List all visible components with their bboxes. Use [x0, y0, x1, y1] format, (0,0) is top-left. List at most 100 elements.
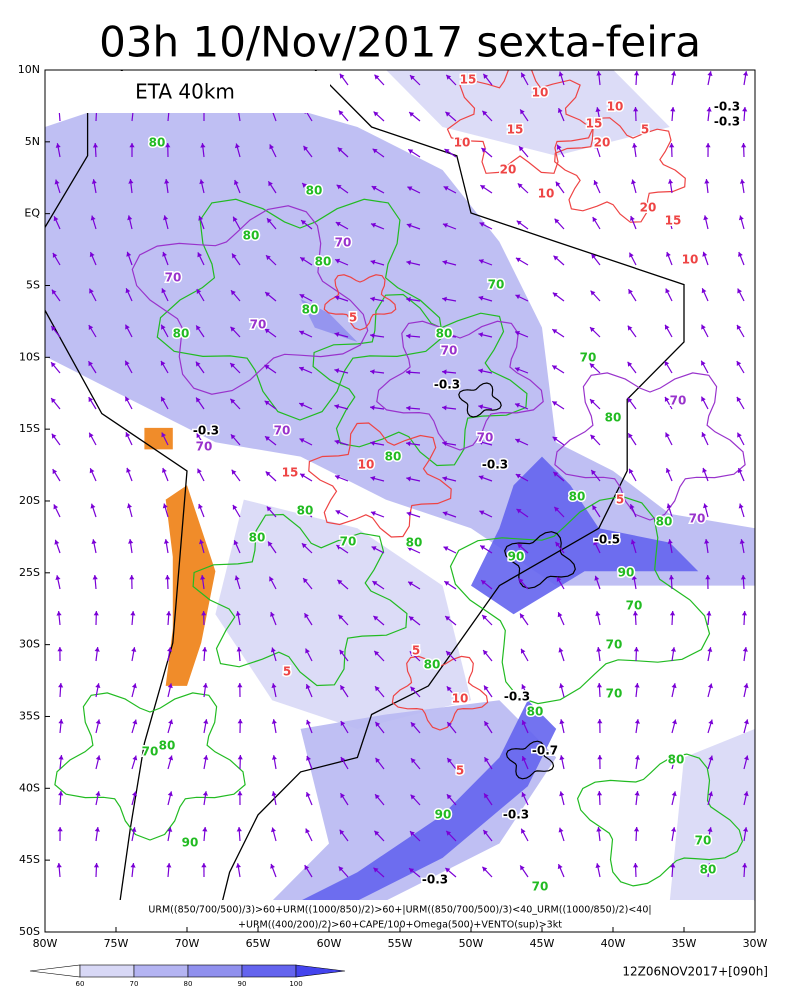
contour-label: -0.3: [193, 424, 219, 438]
contour-label: 10: [454, 136, 471, 150]
contour-label: 80: [424, 658, 441, 672]
contour-label: 5: [456, 764, 464, 778]
contour-label: 10: [682, 253, 699, 267]
contour-label: 20: [594, 136, 611, 150]
contour-label: 15: [665, 214, 682, 228]
contour-label: 15: [460, 73, 477, 87]
contour-label: 70: [606, 687, 623, 701]
contour-label: 70: [488, 278, 505, 292]
contour-label: 70: [606, 638, 623, 652]
lon-label: 75W: [104, 937, 129, 950]
contour-label: 15: [507, 123, 524, 137]
contour-label: -0.5: [594, 533, 620, 547]
contour-label: 80: [668, 753, 685, 767]
colorbar-label: 60: [76, 980, 85, 988]
contour-label: 10: [538, 187, 555, 201]
colorbar-segment: [242, 965, 296, 977]
lat-label: 35S: [19, 709, 40, 722]
contour-label: 70: [580, 351, 597, 365]
formula-line: URM((850/700/500)/3)>60+URM((1000/850)/2…: [148, 905, 651, 916]
contour-label: 5: [349, 311, 357, 325]
contour-label: 70: [695, 834, 712, 848]
lat-label: 10S: [19, 350, 40, 363]
contour-label: 80: [569, 490, 586, 504]
contour-label: 70: [689, 512, 706, 526]
lat-label: EQ: [24, 207, 40, 220]
contour-label: 70: [532, 880, 549, 894]
contour-label: 70: [142, 745, 159, 759]
timestamp: 12Z06NOV2017+[090h]: [622, 965, 768, 979]
lon-label: 55W: [388, 937, 413, 950]
lat-label: 30S: [19, 638, 40, 651]
lat-label: 45S: [19, 853, 40, 866]
lat-label: 5N: [25, 135, 40, 148]
lon-label: 70W: [175, 937, 200, 950]
contour-label: 80: [605, 411, 622, 425]
contour-label: -0.3: [714, 115, 740, 129]
contour-label: 70: [274, 424, 291, 438]
lon-label: 50W: [459, 937, 484, 950]
colorbar-label: 80: [184, 980, 193, 988]
colorbar-end: [30, 965, 80, 977]
contour-label: -0.3: [714, 100, 740, 114]
contour-label: 70: [477, 431, 494, 445]
lon-label: 35W: [672, 937, 697, 950]
lat-label: 15S: [19, 422, 40, 435]
lat-label: 20S: [19, 494, 40, 507]
lon-label: 60W: [317, 937, 342, 950]
lat-label: 25S: [19, 566, 40, 579]
colorbar-segment: [188, 965, 242, 977]
contour-label: 10: [607, 100, 624, 114]
lat-label: 40S: [19, 781, 40, 794]
contour-label: -0.3: [504, 690, 530, 704]
cape-area: [144, 428, 172, 450]
contour-label: 5: [412, 644, 420, 658]
contour-label: 80: [159, 739, 176, 753]
contour-label: 70: [340, 535, 357, 549]
contour-label: 5: [641, 123, 649, 137]
contour-label: 5: [283, 665, 291, 679]
lon-label: 45W: [530, 937, 555, 950]
contour-label: 70: [196, 440, 213, 454]
contour-label: 80: [302, 303, 319, 317]
contour-label: 80: [243, 229, 260, 243]
contour-label: 90: [435, 808, 452, 822]
contour-label: -0.7: [532, 744, 558, 758]
contour-label: 80: [527, 705, 544, 719]
contour-label: 10: [452, 692, 469, 706]
contour-label: 80: [306, 184, 323, 198]
contour-label: 80: [385, 450, 402, 464]
lon-label: 65W: [246, 937, 271, 950]
model-label: ETA 40km: [135, 80, 235, 104]
colorbar-label: 90: [238, 980, 247, 988]
contour-label: 80: [656, 515, 673, 529]
contour-label: 15: [282, 466, 299, 480]
colorbar-segment: [134, 965, 188, 977]
contour-label: 80: [700, 863, 717, 877]
contour-label: 70: [626, 599, 643, 613]
contour-label: 80: [149, 136, 166, 150]
colorbar-end: [296, 965, 345, 977]
contour-label: 80: [173, 327, 190, 341]
contour-label: 90: [508, 550, 525, 564]
lon-label: 30W: [743, 937, 768, 950]
contour-label: 10: [532, 86, 549, 100]
contour-label: 90: [182, 836, 199, 850]
contour-label: 90: [618, 566, 635, 580]
contour-label: 70: [165, 271, 182, 285]
contour-label: -0.3: [503, 808, 529, 822]
contour-label: 15: [586, 117, 603, 131]
contour-label: 10: [358, 458, 375, 472]
lat-label: 10N: [18, 63, 40, 76]
contour-label: -0.3: [434, 378, 460, 392]
contour-label: 20: [500, 163, 517, 177]
contour-label: 80: [315, 255, 332, 269]
lon-label: 40W: [601, 937, 626, 950]
contour-label: 80: [297, 504, 314, 518]
colorbar-segment: [80, 965, 134, 977]
contour-label: 70: [441, 344, 458, 358]
title: 03h 10/Nov/2017 sexta-feira: [99, 18, 701, 67]
lat-label: 50S: [19, 925, 40, 938]
contour-label: 20: [640, 201, 657, 215]
